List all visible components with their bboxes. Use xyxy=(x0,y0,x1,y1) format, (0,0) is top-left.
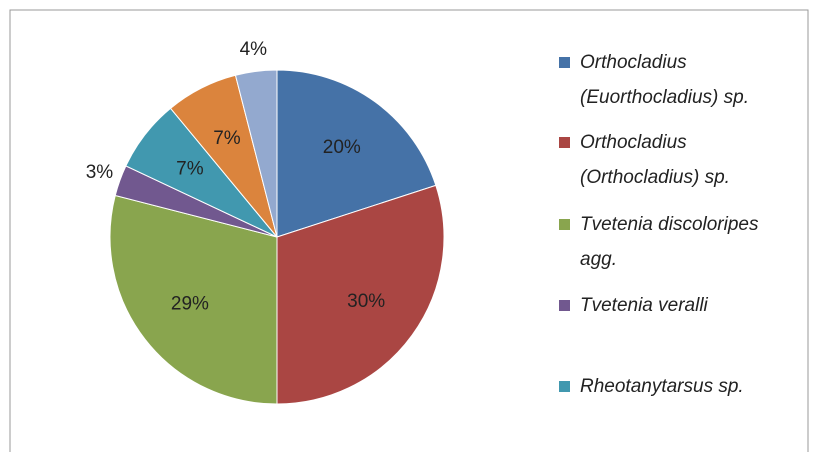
data-label: 4% xyxy=(240,39,268,60)
chart-frame xyxy=(9,9,809,452)
legend-swatch xyxy=(559,219,570,230)
data-label: 20% xyxy=(323,137,361,158)
legend-label: Tvetenia veralli xyxy=(580,295,708,316)
legend-label: Orthocladius (Orthocladius) sp. xyxy=(580,132,730,188)
legend-label: Orthocladius (Euorthocladius) sp. xyxy=(580,52,749,108)
legend-label: Rheotanytarsus sp. xyxy=(580,376,744,397)
legend-label: Tvetenia discoloripes agg. xyxy=(580,214,759,270)
pie-slice xyxy=(234,69,278,238)
legend-swatch xyxy=(559,137,570,148)
legend-item: Orthocladius (Euorthocladius) sp. xyxy=(559,45,796,115)
pie-slice xyxy=(276,69,437,238)
legend-item: Tvetenia discoloripes agg. xyxy=(559,207,796,277)
legend-swatch xyxy=(559,300,570,311)
pie-slice xyxy=(276,184,445,405)
legend-item: Rheotanytarsus sp. xyxy=(559,369,796,404)
pie-slice xyxy=(109,194,278,405)
data-label: 3% xyxy=(86,162,114,183)
data-label: 29% xyxy=(171,294,209,315)
legend-item: Tvetenia veralli xyxy=(559,288,796,323)
data-label: 7% xyxy=(176,158,204,179)
legend-swatch xyxy=(559,57,570,68)
legend-item: Orthocladius (Orthocladius) sp. xyxy=(559,125,796,195)
data-label: 30% xyxy=(347,291,385,312)
data-label: 7% xyxy=(213,128,241,149)
legend-swatch xyxy=(559,381,570,392)
